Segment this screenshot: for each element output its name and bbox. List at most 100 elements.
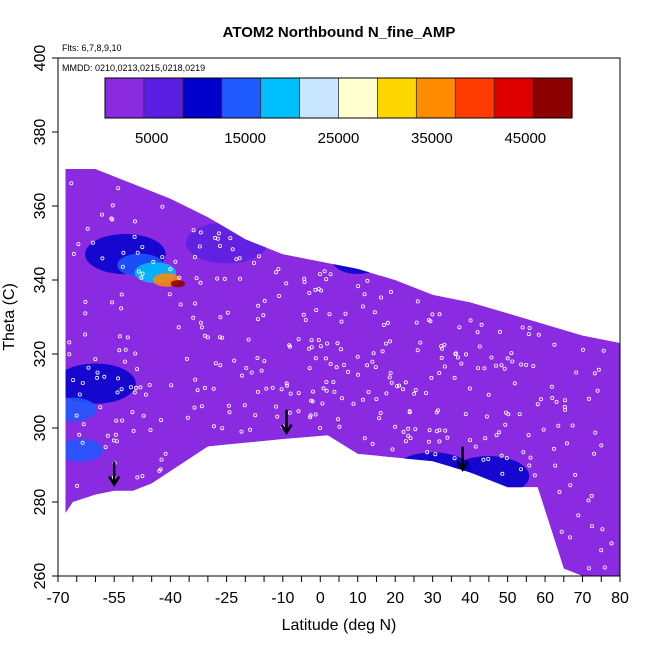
observation-point <box>316 338 321 343</box>
observation-point <box>232 358 237 363</box>
observation-point <box>335 417 340 422</box>
observation-point <box>463 352 468 357</box>
colorbar-tick-label: 35000 <box>411 130 453 147</box>
observation-point <box>335 341 340 346</box>
observation-point <box>517 412 522 417</box>
observation-point <box>538 397 543 402</box>
colorbar-tick-label: 45000 <box>504 130 546 147</box>
observation-point <box>418 340 423 345</box>
observation-point <box>128 385 133 390</box>
observation-point <box>365 278 370 283</box>
feature-blob <box>65 438 104 462</box>
observation-point <box>218 315 223 320</box>
observation-point <box>237 256 242 261</box>
x-tick-label: 20 <box>386 590 404 607</box>
observation-point <box>519 362 524 367</box>
observation-point <box>565 441 570 446</box>
observation-point <box>424 391 429 396</box>
observation-point <box>132 234 137 239</box>
observation-point <box>230 247 235 252</box>
observation-point <box>143 392 148 397</box>
down-arrow-icon <box>456 446 469 473</box>
observation-point <box>279 387 284 392</box>
observation-point <box>497 329 502 334</box>
observation-point <box>332 389 337 394</box>
observation-point <box>531 363 536 368</box>
observation-point <box>120 264 125 269</box>
y-tick-label: 260 <box>32 563 49 590</box>
observation-point <box>284 281 289 286</box>
observation-point <box>592 371 597 376</box>
observation-point <box>90 240 95 245</box>
x-tick-label: 80 <box>611 590 629 607</box>
observation-point <box>211 424 216 429</box>
observation-point <box>427 428 432 433</box>
observation-point <box>413 427 418 432</box>
observation-point <box>217 335 222 340</box>
observation-point <box>586 498 591 503</box>
observation-point <box>403 439 408 444</box>
observation-point <box>400 387 405 392</box>
observation-point <box>415 348 420 353</box>
feature-blob <box>65 397 97 422</box>
observation-point <box>535 402 540 407</box>
x-tick-label: 40 <box>461 590 479 607</box>
colorbar-segment <box>221 78 262 118</box>
observation-point <box>328 361 333 366</box>
observation-point <box>493 363 498 368</box>
observation-point <box>318 344 323 349</box>
observation-point <box>581 347 586 352</box>
observation-point <box>314 308 319 313</box>
observation-point <box>486 392 491 397</box>
observation-point <box>133 351 138 356</box>
observation-point <box>132 390 137 395</box>
observation-point <box>323 356 328 361</box>
observation-point <box>599 443 604 448</box>
observation-point <box>324 277 329 282</box>
observation-point <box>185 415 190 420</box>
observation-point <box>500 471 505 476</box>
observation-point <box>140 474 145 479</box>
observation-point <box>387 375 392 380</box>
observation-point <box>377 416 382 421</box>
colorbar-segment <box>416 78 456 118</box>
observation-point <box>119 306 124 311</box>
observation-point <box>308 415 313 420</box>
observation-point <box>136 269 141 274</box>
observation-point <box>141 413 146 418</box>
colorbar-frame <box>104 77 573 119</box>
down-arrow-icon <box>108 461 121 487</box>
observation-point <box>77 432 82 437</box>
observation-point <box>510 359 515 364</box>
observation-points <box>67 181 614 571</box>
observation-point <box>439 344 444 349</box>
observation-point <box>380 349 385 354</box>
observation-point <box>596 367 601 372</box>
observation-point <box>452 375 457 380</box>
observation-point <box>437 312 442 317</box>
observation-point <box>528 455 533 460</box>
observation-point <box>121 250 126 255</box>
observation-point <box>199 404 204 409</box>
feature-blob <box>65 363 136 404</box>
observation-point <box>365 363 370 368</box>
observation-point <box>220 335 225 340</box>
observation-point <box>407 409 412 414</box>
observation-point <box>248 427 253 432</box>
down-arrow-icon <box>280 409 293 436</box>
observation-point <box>276 267 281 272</box>
observation-point <box>509 351 514 356</box>
observation-point <box>318 425 323 430</box>
observation-point <box>425 450 430 455</box>
observation-point <box>325 341 330 346</box>
observation-point <box>403 380 408 385</box>
observation-point <box>442 342 447 347</box>
observation-point <box>100 256 105 261</box>
observation-point <box>115 390 120 395</box>
observation-point <box>184 356 189 361</box>
observation-point <box>71 378 76 383</box>
observation-point <box>494 433 499 438</box>
observation-point <box>255 317 260 322</box>
observation-point <box>67 340 72 345</box>
observation-point <box>601 348 606 353</box>
